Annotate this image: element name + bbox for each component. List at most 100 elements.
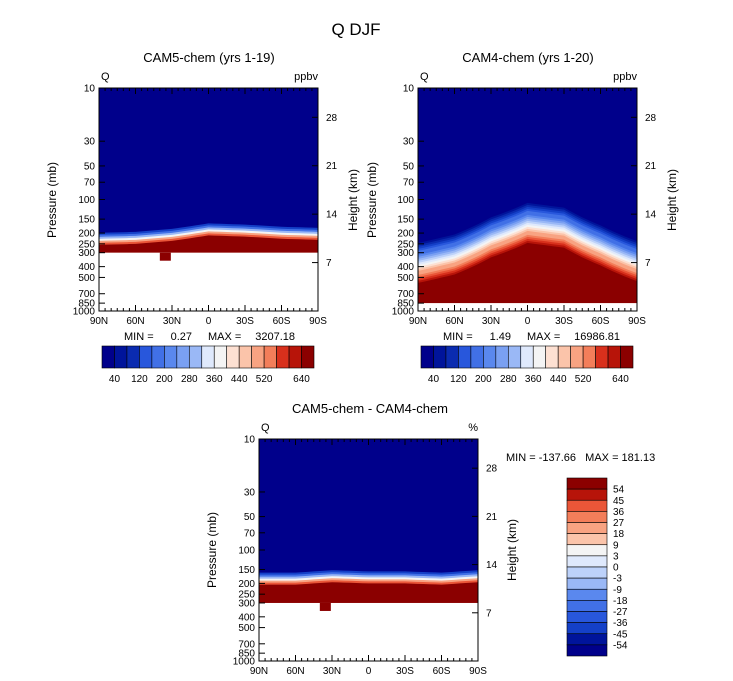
colorbar-tick-label: 440: [550, 374, 567, 385]
colorbar-box: [164, 345, 178, 369]
y-tick-label: 300: [238, 598, 255, 609]
colorbar-box: [301, 345, 315, 369]
units-label: %: [468, 422, 478, 434]
y-tick-label: 50: [244, 512, 256, 523]
y-tick-label: 700: [397, 289, 414, 300]
colorbar-box: [566, 566, 608, 579]
colorbar-box: [226, 345, 240, 369]
field-high-region: [418, 242, 637, 304]
y-tick-label: 400: [78, 262, 95, 273]
colorbar-tick-label: 520: [575, 374, 592, 385]
max-label: MAX =: [527, 331, 560, 343]
colorbar-box: [566, 633, 608, 646]
y-tick-label: 850: [78, 299, 95, 310]
max-label: MAX =: [208, 331, 241, 343]
x-tick-label: 60N: [126, 316, 144, 327]
colorbar-box: [557, 345, 571, 369]
colorbar-box: [582, 345, 596, 369]
y-tick-label: 250: [397, 239, 414, 250]
y2-tick-label: 14: [645, 210, 657, 221]
y-tick-label: 300: [397, 248, 414, 259]
panel-cam4: CAM4-chem (yrs 1-20) Q ppbv Pressure (mb…: [365, 50, 679, 385]
colorbar-box: [566, 544, 608, 557]
colorbar-tick-label: 360: [525, 374, 542, 385]
variable-label: Q: [420, 71, 429, 83]
colorbar-tick-label: -27: [613, 607, 628, 618]
colorbar-tick-label: -3: [613, 574, 622, 585]
colorbar-box: [276, 345, 290, 369]
panel-difference: CAM5-chem - CAM4-chem Q % Pressure (mb) …: [205, 401, 655, 677]
x-tick-label: 60N: [445, 316, 463, 327]
y-tick-label: 100: [78, 195, 95, 206]
colorbar-tick-label: 200: [156, 374, 173, 385]
y-tick-label: 10: [244, 435, 256, 446]
colorbar-tick-label: 120: [131, 374, 148, 385]
y-tick-label: 400: [397, 262, 414, 273]
colorbar-box: [545, 345, 559, 369]
colorbar-box: [458, 345, 472, 369]
y2-axis-label: Height (km): [346, 169, 360, 231]
colorbar-box: [566, 588, 608, 601]
colorbar-box: [263, 345, 277, 369]
y-tick-label: 50: [403, 161, 415, 172]
y2-tick-label: 28: [326, 113, 338, 124]
colorbar-box: [433, 345, 447, 369]
y2-tick-label: 7: [326, 258, 332, 269]
colorbar-box: [238, 345, 252, 369]
colorbar-box: [288, 345, 302, 369]
colorbar-box: [420, 345, 434, 369]
figure-title: Q DJF: [331, 20, 380, 39]
colorbar-tick-label: -45: [613, 629, 628, 640]
colorbar-tick-label: 360: [206, 374, 223, 385]
x-tick-label: 90S: [309, 316, 327, 327]
colorbar-box: [520, 345, 534, 369]
y-tick-label: 250: [238, 590, 255, 601]
colorbar-box: [566, 533, 608, 546]
colorbar-tick-label: -18: [613, 596, 628, 607]
colorbar-box: [151, 345, 165, 369]
colorbar-box: [566, 522, 608, 534]
colorbar-tick-label: -36: [613, 618, 628, 629]
y-axis-label: Pressure (mb): [365, 162, 379, 238]
x-tick-label: 60S: [592, 316, 610, 327]
y-tick-label: 150: [238, 565, 255, 576]
colorbar-box: [566, 611, 608, 623]
y2-tick-label: 21: [645, 161, 657, 172]
colorbar: 40 120 200 280 360 440 520 640: [101, 345, 315, 385]
y-tick-label: 200: [238, 579, 255, 590]
units-label: ppbv: [613, 71, 637, 83]
x-tick-label: 30S: [236, 316, 254, 327]
colorbar-box: [566, 577, 608, 590]
field-high-region: [259, 582, 478, 603]
x-tick-label: 30S: [396, 666, 414, 677]
x-tick-label: 30N: [482, 316, 500, 327]
y-tick-label: 850: [238, 649, 255, 660]
colorbar: 40 120 200 280 360 440 520 640: [420, 345, 634, 385]
y-tick-label: 10: [84, 84, 96, 95]
heatmap-plot: 90N 60N 30N 0 30S 60S 90S 10 30 50 70 100 150 2002503…: [392, 84, 657, 328]
missing-data-region: [99, 252, 318, 311]
x-tick-label: 0: [206, 316, 212, 327]
y-tick-label: 10: [403, 84, 415, 95]
panel-cam5: CAM5-chem (yrs 1-19) Q ppbv Pressure (mb…: [45, 50, 360, 385]
y-tick-label: 100: [238, 546, 255, 557]
y2-tick-label: 7: [645, 258, 651, 269]
y-tick-label: 700: [78, 289, 95, 300]
field-high-region: [99, 235, 318, 253]
colorbar-box: [495, 345, 509, 369]
panel-title: CAM4-chem (yrs 1-20): [462, 50, 593, 65]
y-tick-label: 150: [78, 215, 95, 226]
min-value: 0.27: [171, 331, 192, 343]
y2-tick-label: 14: [486, 560, 498, 571]
y-tick-label: 1000: [233, 657, 256, 668]
colorbar-box: [566, 499, 608, 512]
colorbar-box: [566, 622, 608, 635]
colorbar-tick-label: 40: [428, 374, 440, 385]
colorbar-box: [595, 345, 609, 369]
colorbar-tick-label: 120: [450, 374, 467, 385]
colorbar-box: [114, 345, 128, 369]
y-tick-label: 1000: [392, 307, 415, 318]
y-tick-label: 200: [397, 229, 414, 240]
y2-axis-label: Height (km): [505, 519, 519, 581]
